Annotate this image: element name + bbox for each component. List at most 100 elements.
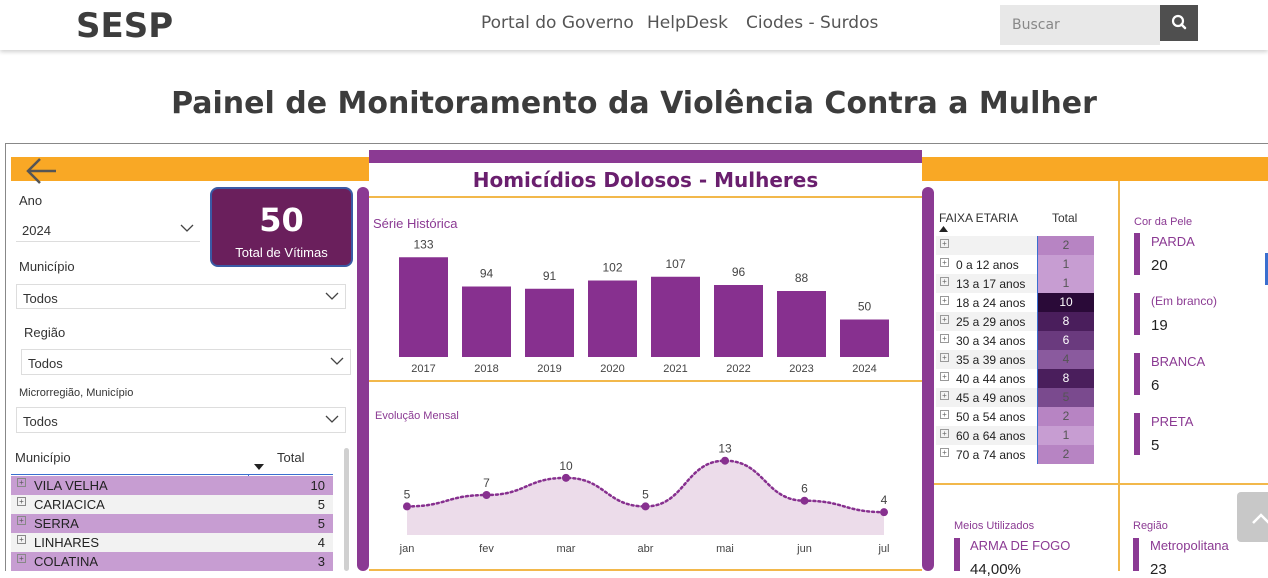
nav-helpdesk[interactable]: HelpDesk bbox=[647, 13, 729, 33]
cor-pele-label: PRETA bbox=[1151, 414, 1194, 429]
left-purple-divider bbox=[357, 187, 369, 571]
chevron-up-icon bbox=[1252, 513, 1268, 524]
cor-pele-bar bbox=[1134, 413, 1140, 455]
bar-2023[interactable] bbox=[777, 291, 826, 357]
row-name: 35 a 39 anos bbox=[956, 353, 1026, 367]
expand-icon[interactable]: + bbox=[940, 410, 949, 419]
point-jul[interactable] bbox=[880, 508, 888, 517]
search-button[interactable] bbox=[1160, 5, 1198, 41]
search-input[interactable]: Buscar bbox=[1000, 5, 1160, 45]
table-row[interactable]: +35 a 39 anos 4 bbox=[936, 350, 1094, 369]
table-row[interactable]: +50 a 54 anos 2 bbox=[936, 407, 1094, 426]
brand-logo[interactable]: SESP bbox=[76, 6, 174, 46]
divider bbox=[369, 196, 922, 198]
bar-2022[interactable] bbox=[714, 285, 763, 357]
bar-value-label: 94 bbox=[480, 267, 494, 281]
expand-icon[interactable]: + bbox=[17, 535, 26, 544]
divider bbox=[369, 380, 922, 382]
micro-dropdown[interactable]: Todos bbox=[16, 407, 346, 433]
expand-icon[interactable]: + bbox=[17, 554, 26, 563]
expand-icon[interactable]: + bbox=[940, 239, 949, 248]
cor-pele-value: 20 bbox=[1151, 257, 1168, 274]
nav-ciodes-surdos[interactable]: Ciodes - Surdos bbox=[746, 13, 879, 33]
expand-icon[interactable]: + bbox=[940, 353, 949, 362]
table-row[interactable]: +60 a 64 anos 1 bbox=[936, 426, 1094, 445]
regiao-item-label: Metropolitana bbox=[1150, 538, 1229, 553]
expand-icon[interactable]: + bbox=[940, 258, 949, 267]
expand-icon[interactable]: + bbox=[940, 372, 949, 381]
table-row[interactable]: + VILA VELHA 10 bbox=[11, 476, 333, 495]
table-row[interactable]: +70 a 74 anos 2 bbox=[936, 445, 1094, 464]
cor-pele-value: 5 bbox=[1151, 437, 1160, 454]
expand-icon[interactable]: + bbox=[17, 497, 26, 506]
expand-icon[interactable]: + bbox=[940, 334, 949, 343]
bar-2024[interactable] bbox=[840, 319, 889, 358]
table-row[interactable]: + LINHARES 4 bbox=[11, 533, 333, 552]
x-tick-label: 2019 bbox=[537, 363, 561, 375]
cor-pele-title: Cor da Pele bbox=[1134, 216, 1193, 228]
table-header-municipio[interactable]: Município bbox=[15, 450, 71, 465]
faixa-header-total[interactable]: Total bbox=[1052, 211, 1078, 225]
point-mar[interactable] bbox=[562, 473, 570, 482]
x-tick-label: jul bbox=[877, 543, 889, 555]
table-row[interactable]: +18 a 24 anos 10 bbox=[936, 293, 1094, 312]
expand-icon[interactable]: + bbox=[17, 516, 26, 525]
cor-pele-bar bbox=[1134, 293, 1140, 335]
table-row[interactable]: +2 bbox=[936, 236, 1094, 255]
expand-icon[interactable]: + bbox=[940, 391, 949, 400]
municipio-dropdown[interactable]: Todos bbox=[16, 284, 346, 309]
table-row[interactable]: +25 a 29 anos 8 bbox=[936, 312, 1094, 331]
expand-icon[interactable]: + bbox=[940, 277, 949, 286]
x-tick-label: jun bbox=[796, 543, 812, 555]
bar-value-label: 102 bbox=[602, 261, 622, 275]
x-tick-label: abr bbox=[638, 543, 654, 555]
table-row[interactable]: + COLATINA 3 bbox=[11, 552, 333, 571]
bar-2020[interactable] bbox=[588, 280, 637, 358]
table-row[interactable]: +13 a 17 anos 1 bbox=[936, 274, 1094, 293]
row-total: 2 bbox=[1038, 407, 1094, 426]
table-row[interactable]: + CARIACICA 5 bbox=[11, 495, 333, 514]
point-jan[interactable] bbox=[403, 502, 411, 511]
point-fev[interactable] bbox=[482, 491, 491, 499]
page-title: Painel de Monitoramento da Violência Con… bbox=[171, 86, 1097, 121]
meios-title: Meios Utilizados bbox=[954, 520, 1035, 532]
point-mai[interactable] bbox=[721, 456, 729, 465]
ano-dropdown[interactable]: 2024 bbox=[16, 217, 200, 242]
row-name: 13 a 17 anos bbox=[956, 277, 1026, 291]
expand-icon[interactable]: + bbox=[940, 429, 949, 438]
expand-icon[interactable]: + bbox=[940, 296, 949, 305]
serie-historica-chart: 133 2017 94 2018 91 2019 102 2020 107 2021 96 2022 8… bbox=[399, 237, 889, 375]
row-total: 2 bbox=[1038, 445, 1094, 464]
table-row[interactable]: +0 a 12 anos 1 bbox=[936, 255, 1094, 274]
row-name: 25 a 29 anos bbox=[956, 315, 1026, 329]
row-name: 30 a 34 anos bbox=[956, 334, 1026, 348]
point-abr[interactable] bbox=[641, 502, 650, 511]
x-tick-label: 2022 bbox=[726, 363, 750, 375]
row-total: 10 bbox=[1038, 293, 1094, 312]
expand-icon[interactable]: + bbox=[940, 315, 949, 324]
table-row[interactable]: +30 a 34 anos 6 bbox=[936, 331, 1094, 350]
table-scrollbar[interactable] bbox=[344, 448, 349, 571]
municipio-label: Município bbox=[19, 259, 75, 274]
scroll-indicator bbox=[1265, 253, 1268, 285]
bar-2017[interactable] bbox=[399, 257, 448, 357]
faixa-panel: FAIXA ETARIA Total +2 +0 a 12 anos 1 +13 a … bbox=[934, 181, 1120, 483]
bar-2018[interactable] bbox=[462, 286, 511, 358]
regiao-dropdown[interactable]: Todos bbox=[21, 349, 351, 375]
cor-pele-bar bbox=[1134, 233, 1140, 275]
point-jun[interactable] bbox=[800, 496, 809, 505]
expand-icon[interactable]: + bbox=[17, 478, 26, 487]
table-row[interactable]: +45 a 49 anos 5 bbox=[936, 388, 1094, 407]
bar-2019[interactable] bbox=[525, 288, 574, 357]
table-row[interactable]: + SERRA 5 bbox=[11, 514, 333, 533]
scroll-top-button[interactable] bbox=[1237, 492, 1268, 542]
nav-portal-governo[interactable]: Portal do Governo bbox=[481, 13, 634, 33]
row-name: 18 a 24 anos bbox=[956, 296, 1026, 310]
expand-icon[interactable]: + bbox=[940, 448, 949, 457]
bar-2021[interactable] bbox=[651, 276, 700, 357]
table-row[interactable]: +40 a 44 anos 8 bbox=[936, 369, 1094, 388]
back-button[interactable] bbox=[24, 154, 60, 193]
faixa-header-name[interactable]: FAIXA ETARIA bbox=[939, 211, 1019, 225]
x-tick-label: 2024 bbox=[852, 363, 876, 375]
table-header-total[interactable]: Total bbox=[277, 450, 305, 465]
